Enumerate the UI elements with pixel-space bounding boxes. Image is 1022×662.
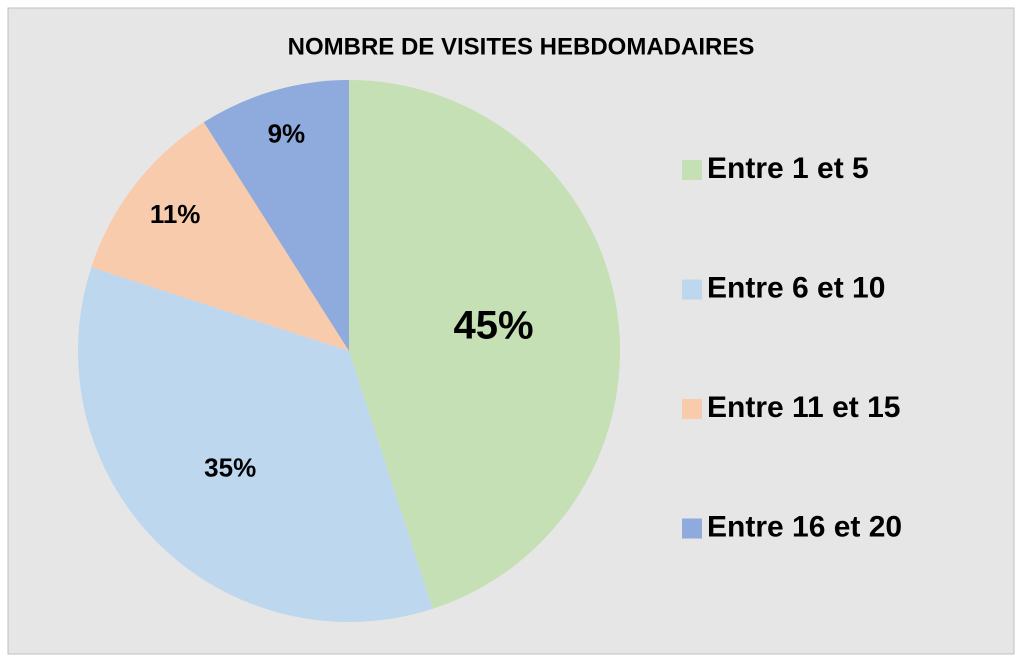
legend-swatch — [682, 160, 702, 180]
pie-slice — [203, 80, 349, 351]
legend-swatch — [682, 399, 702, 419]
data-label: 45% — [454, 304, 534, 348]
data-label: 35% — [204, 453, 256, 483]
legend-label: Entre 1 et 5 — [707, 152, 869, 185]
data-label: 9% — [268, 118, 306, 148]
legend-swatch — [682, 279, 702, 300]
legend-label: Entre 11 et 15 — [707, 391, 900, 424]
legend-label: Entre 6 et 10 — [707, 271, 885, 304]
pie-slice — [91, 122, 350, 351]
pie-slice — [349, 80, 620, 609]
chart-title: NOMBRE DE VISITES HEBDOMADAIRES — [288, 33, 755, 60]
legend-label: Entre 16 et 20 — [707, 510, 902, 543]
data-label: 11% — [150, 199, 201, 229]
pie-slice — [78, 267, 433, 622]
legend-swatch — [682, 518, 702, 539]
